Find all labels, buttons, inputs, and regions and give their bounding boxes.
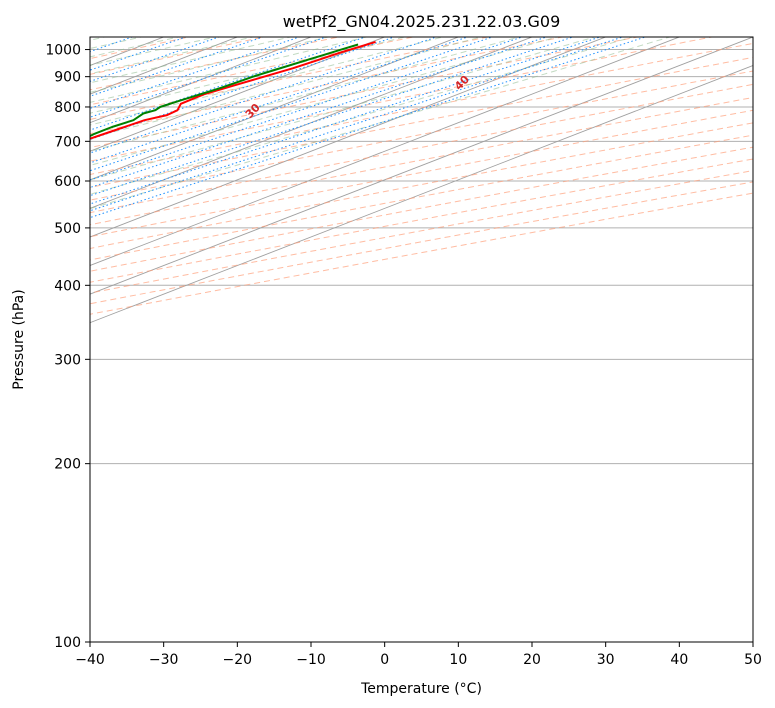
x-tick-label: 0 <box>380 652 389 668</box>
x-tick-label: −10 <box>296 652 326 668</box>
moist-adiabat-line <box>90 37 218 66</box>
x-tick-label: −40 <box>75 652 105 668</box>
dry-adiabat-line <box>90 37 491 120</box>
moist-adiabat-line <box>90 37 293 84</box>
y-tick-label: 500 <box>54 221 81 237</box>
mixing-ratio-label: 30 <box>35 211 55 229</box>
x-tick-label: −30 <box>149 652 179 668</box>
moist-adiabat-line <box>90 37 331 93</box>
dry-adiabat-line <box>90 56 753 188</box>
dry-adiabat-line <box>90 37 341 91</box>
x-tick-label: 10 <box>449 652 467 668</box>
y-tick-label: 1000 <box>45 43 81 59</box>
mixing-ratio-line <box>90 37 134 53</box>
chart-title: wetPf2_GN04.2025.231.22.03.G09 <box>283 12 561 32</box>
moist-adiabat-line <box>90 37 597 181</box>
x-tick-label: 50 <box>744 652 762 668</box>
isotherm-line <box>90 37 239 95</box>
isotherm-line <box>90 37 534 209</box>
plot-frame <box>89 36 754 643</box>
mixing-ratio-line <box>90 37 188 71</box>
dewpoint-profile <box>90 43 359 138</box>
isotherm-line <box>90 37 753 295</box>
plot-area: -100-90-80-70-60-50-40-30-20-100.10.20.4… <box>0 37 753 642</box>
moist-adiabat-line <box>90 37 522 152</box>
dry-adiabat-line <box>90 37 416 106</box>
x-tick-label: −20 <box>223 652 253 668</box>
moist-adiabat-line <box>90 37 144 50</box>
x-axis: −40 −30 −20 −10 0 10 20 30 40 50 <box>75 642 762 668</box>
y-tick-label: 100 <box>54 635 81 651</box>
y-tick-label: 700 <box>54 134 81 150</box>
moist-adiabat-line <box>90 37 483 139</box>
mixing-ratio-line <box>90 37 575 197</box>
mixing-ratio-line <box>90 37 647 219</box>
moist-adiabat-line <box>90 37 369 103</box>
mixing-ratio-line <box>90 37 367 131</box>
y-axis: 100 200 300 400 500 600 700 800 900 1000 <box>45 43 90 651</box>
dry-adiabat-line <box>90 37 192 60</box>
mixing-ratio-label: 25 <box>14 212 33 230</box>
dry-adiabat-line <box>90 37 640 149</box>
y-axis-label: Pressure (hPa) <box>11 289 27 389</box>
isotherm-line <box>90 65 753 324</box>
dry-adiabat-line <box>90 70 753 201</box>
mixing-ratio-line <box>90 37 625 212</box>
x-tick-label: 40 <box>670 652 688 668</box>
x-tick-label: 30 <box>597 652 615 668</box>
mixing-ratio-line <box>90 37 301 109</box>
moist-adiabat-line <box>90 37 181 58</box>
mixing-ratio-line <box>90 37 494 172</box>
isotherm-line <box>90 37 681 267</box>
dry-adiabat-label: 20 <box>24 132 44 152</box>
temperature-profile <box>90 40 376 140</box>
y-tick-label: 600 <box>54 174 81 190</box>
mixing-ratio-line <box>90 37 328 118</box>
dry-adiabat-line <box>90 83 753 214</box>
mixing-ratio-line <box>90 37 524 181</box>
y-tick-label: 800 <box>54 100 81 116</box>
y-tick-label: 300 <box>54 352 81 368</box>
dry-adiabat-label: 30 <box>243 101 263 121</box>
moist-adiabat-line <box>90 37 255 75</box>
y-tick-label: 200 <box>54 457 81 473</box>
x-tick-label: 20 <box>523 652 541 668</box>
dry-adiabat-line <box>90 134 753 261</box>
dry-adiabat-line <box>90 37 715 162</box>
moist-adiabat-line <box>90 37 445 126</box>
x-axis-label: Temperature (°C) <box>360 681 482 697</box>
y-tick-label: 900 <box>54 70 81 86</box>
isotherm-line <box>90 37 460 181</box>
isotherm-line <box>90 37 313 124</box>
isotherm-line <box>90 37 607 238</box>
isotherm-line <box>90 37 386 152</box>
dry-adiabat-line <box>90 96 753 226</box>
mixing-ratio-label: 20 <box>0 211 9 229</box>
mixing-ratio-line <box>90 37 602 205</box>
moist-adiabat-line <box>90 37 635 195</box>
mixing-ratio-line <box>90 37 396 140</box>
y-tick-label: 400 <box>54 278 81 294</box>
dry-adiabat-line <box>90 37 266 75</box>
dry-adiabat-line <box>90 158 753 283</box>
dry-adiabat-line <box>90 146 753 272</box>
